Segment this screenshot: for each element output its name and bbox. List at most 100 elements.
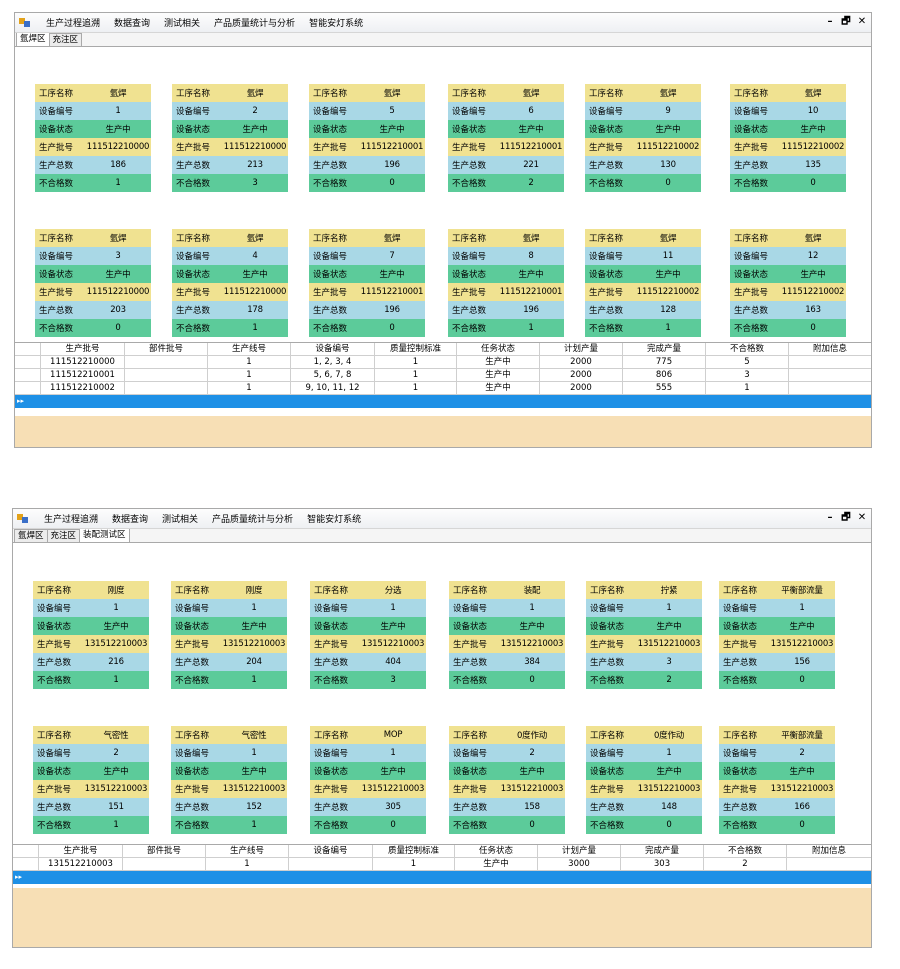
- new-cell-device-no[interactable]: [289, 871, 373, 884]
- restore-icon[interactable]: 🗗: [841, 16, 851, 27]
- new-cell-completed-qty[interactable]: [623, 395, 706, 408]
- minimize-icon[interactable]: –: [827, 16, 833, 27]
- device-card[interactable]: 工序名称 氩焊 设备编号 9 设备状态 生产中 生产批号 111512210002 生产总数 13…: [585, 84, 701, 192]
- new-cell-planned-qty[interactable]: [538, 871, 621, 884]
- close-icon[interactable]: ✕: [857, 512, 867, 523]
- column-header-task-status[interactable]: 任务状态: [455, 845, 538, 858]
- app-icon: [17, 513, 29, 524]
- menu-quality-stats[interactable]: 产品质量统计与分析: [212, 515, 294, 525]
- column-header-line-no[interactable]: 生产线号: [206, 845, 289, 858]
- device-card[interactable]: 工序名称 氩焊 设备编号 1 设备状态 生产中 生产批号 111512210000 生产总数 18…: [35, 84, 151, 192]
- device-card[interactable]: 工序名称 装配 设备编号 1 设备状态 生产中 生产批号 131512210003 生产总数 38…: [449, 581, 565, 689]
- new-cell-device-no[interactable]: [291, 395, 375, 408]
- new-cell-batch-no[interactable]: [41, 395, 125, 408]
- minimize-icon[interactable]: –: [827, 512, 833, 523]
- tab-filling[interactable]: 充注区: [46, 529, 81, 542]
- new-cell-batch-no[interactable]: [39, 871, 123, 884]
- new-cell-line-no[interactable]: [208, 395, 291, 408]
- device-card[interactable]: 工序名称 氩焊 设备编号 10 设备状态 生产中 生产批号 111512210002 生产总数 1…: [730, 84, 846, 192]
- device-card[interactable]: 工序名称 氩焊 设备编号 6 设备状态 生产中 生产批号 111512210001 生产总数 22…: [448, 84, 564, 192]
- column-header-quality-standard[interactable]: 质量控制标准: [375, 343, 457, 356]
- column-header-batch-no[interactable]: 生产批号: [41, 343, 125, 356]
- device-card[interactable]: 工序名称 MOP 设备编号 1 设备状态 生产中 生产批号 131512210003 生产总数 3…: [310, 726, 426, 834]
- menu-query[interactable]: 数据查询: [114, 19, 151, 29]
- new-cell-extra-info[interactable]: [787, 871, 871, 884]
- menu-test[interactable]: 测试相关: [162, 515, 199, 525]
- new-row-selected[interactable]: ▸▸: [13, 871, 871, 884]
- new-cell-part-batch[interactable]: [123, 871, 206, 884]
- table-row[interactable]: 111512210000 1 1, 2, 3, 4 1 生产中 2000 775 5: [15, 356, 871, 369]
- row-header[interactable]: [15, 356, 41, 369]
- new-cell-defect-qty[interactable]: [704, 871, 787, 884]
- table-row[interactable]: 111512210002 1 9, 10, 11, 12 1 生产中 2000 555 1: [15, 382, 871, 395]
- row-header[interactable]: [13, 858, 39, 871]
- new-row-selected[interactable]: ▸▸: [15, 395, 871, 408]
- new-cell-line-no[interactable]: [206, 871, 289, 884]
- tab-argon-weld[interactable]: 氩焊区: [16, 32, 50, 46]
- column-header-planned-qty[interactable]: 计划产量: [538, 845, 621, 858]
- column-header-line-no[interactable]: 生产线号: [208, 343, 291, 356]
- device-card[interactable]: 工序名称 氩焊 设备编号 4 设备状态 生产中 生产批号 111512210000 生产总数 17…: [172, 229, 288, 337]
- menu-quality-stats[interactable]: 产品质量统计与分析: [214, 19, 296, 29]
- device-card[interactable]: 工序名称 拧紧 设备编号 1 设备状态 生产中 生产批号 131512210003 生产总数 3 不…: [586, 581, 702, 689]
- device-card[interactable]: 工序名称 氩焊 设备编号 5 设备状态 生产中 生产批号 111512210001 生产总数 19…: [309, 84, 425, 192]
- device-card[interactable]: 工序名称 氩焊 设备编号 8 设备状态 生产中 生产批号 111512210001 生产总数 19…: [448, 229, 564, 337]
- new-cell-quality-standard[interactable]: [373, 871, 455, 884]
- column-header-batch-no[interactable]: 生产批号: [39, 845, 123, 858]
- column-header-extra-info[interactable]: 附加信息: [789, 343, 871, 356]
- menu-andon[interactable]: 智能安灯系统: [307, 515, 362, 525]
- restore-icon[interactable]: 🗗: [841, 512, 851, 523]
- device-card[interactable]: 工序名称 0度作动 设备编号 2 设备状态 生产中 生产批号 131512210003 生产总数…: [449, 726, 565, 834]
- column-header-device-no[interactable]: 设备编号: [289, 845, 373, 858]
- new-cell-task-status[interactable]: [455, 871, 538, 884]
- menu-andon[interactable]: 智能安灯系统: [309, 19, 364, 29]
- batch-grid[interactable]: 生产批号 部件批号 生产线号 设备编号 质量控制标准 任务状态 计划产量 完成产量 不合格数 附加…: [13, 844, 871, 884]
- row-header[interactable]: [15, 369, 41, 382]
- column-header-quality-standard[interactable]: 质量控制标准: [373, 845, 455, 858]
- card-label-process: 工序名称: [37, 586, 72, 596]
- column-header-task-status[interactable]: 任务状态: [457, 343, 540, 356]
- table-row[interactable]: 131512210003 1 1 生产中 3000 303 2: [13, 858, 871, 871]
- device-card[interactable]: 工序名称 平衡部流量 设备编号 1 设备状态 生产中 生产批号 131512210003 生产总…: [719, 581, 835, 689]
- batch-grid[interactable]: 生产批号 部件批号 生产线号 设备编号 质量控制标准 任务状态 计划产量 完成产量 不合格数 附加…: [15, 342, 871, 408]
- new-cell-part-batch[interactable]: [125, 395, 208, 408]
- column-header-defect-qty[interactable]: 不合格数: [704, 845, 787, 858]
- column-header-completed-qty[interactable]: 完成产量: [621, 845, 704, 858]
- tab-argon-weld[interactable]: 氩焊区: [14, 529, 48, 542]
- menu-trace[interactable]: 生产过程追溯: [44, 515, 99, 525]
- device-card[interactable]: 工序名称 氩焊 设备编号 2 设备状态 生产中 生产批号 111512210000 生产总数 21…: [172, 84, 288, 192]
- column-header-completed-qty[interactable]: 完成产量: [623, 343, 706, 356]
- new-cell-defect-qty[interactable]: [706, 395, 789, 408]
- column-header-part-batch[interactable]: 部件批号: [125, 343, 208, 356]
- device-card[interactable]: 工序名称 刚度 设备编号 1 设备状态 生产中 生产批号 131512210003 生产总数 20…: [171, 581, 287, 689]
- table-row[interactable]: 111512210001 1 5, 6, 7, 8 1 生产中 2000 806 3: [15, 369, 871, 382]
- device-card[interactable]: 工序名称 0度作动 设备编号 1 设备状态 生产中 生产批号 131512210003 生产总数…: [586, 726, 702, 834]
- menu-test[interactable]: 测试相关: [164, 19, 201, 29]
- column-header-extra-info[interactable]: 附加信息: [787, 845, 871, 858]
- device-card[interactable]: 工序名称 氩焊 设备编号 11 设备状态 生产中 生产批号 111512210002 生产总数 1…: [585, 229, 701, 337]
- card-value-device: 1: [799, 603, 805, 613]
- menu-trace[interactable]: 生产过程追溯: [46, 19, 101, 29]
- device-card[interactable]: 工序名称 刚度 设备编号 1 设备状态 生产中 生产批号 131512210003 生产总数 21…: [33, 581, 149, 689]
- column-header-planned-qty[interactable]: 计划产量: [540, 343, 623, 356]
- column-header-defect-qty[interactable]: 不合格数: [706, 343, 789, 356]
- column-header-device-no[interactable]: 设备编号: [291, 343, 375, 356]
- new-cell-quality-standard[interactable]: [375, 395, 457, 408]
- row-header[interactable]: [15, 382, 41, 395]
- device-card[interactable]: 工序名称 氩焊 设备编号 3 设备状态 生产中 生产批号 111512210000 生产总数 20…: [35, 229, 151, 337]
- tab-filling[interactable]: 充注区: [48, 33, 83, 46]
- new-cell-task-status[interactable]: [457, 395, 540, 408]
- device-card[interactable]: 工序名称 平衡部流量 设备编号 2 设备状态 生产中 生产批号 131512210003 生产总…: [719, 726, 835, 834]
- device-card[interactable]: 工序名称 分选 设备编号 1 设备状态 生产中 生产批号 131512210003 生产总数 40…: [310, 581, 426, 689]
- device-card[interactable]: 工序名称 气密性 设备编号 1 设备状态 生产中 生产批号 131512210003 生产总数 1…: [171, 726, 287, 834]
- column-header-part-batch[interactable]: 部件批号: [123, 845, 206, 858]
- new-cell-extra-info[interactable]: [789, 395, 871, 408]
- device-card[interactable]: 工序名称 氩焊 设备编号 7 设备状态 生产中 生产批号 111512210001 生产总数 19…: [309, 229, 425, 337]
- close-icon[interactable]: ✕: [857, 16, 867, 27]
- new-cell-completed-qty[interactable]: [621, 871, 704, 884]
- device-card[interactable]: 工序名称 氩焊 设备编号 12 设备状态 生产中 生产批号 111512210002 生产总数 1…: [730, 229, 846, 337]
- tab-assembly-test[interactable]: 装配测试区: [79, 528, 130, 542]
- device-card[interactable]: 工序名称 气密性 设备编号 2 设备状态 生产中 生产批号 131512210003 生产总数 1…: [33, 726, 149, 834]
- menu-query[interactable]: 数据查询: [112, 515, 149, 525]
- new-cell-planned-qty[interactable]: [540, 395, 623, 408]
